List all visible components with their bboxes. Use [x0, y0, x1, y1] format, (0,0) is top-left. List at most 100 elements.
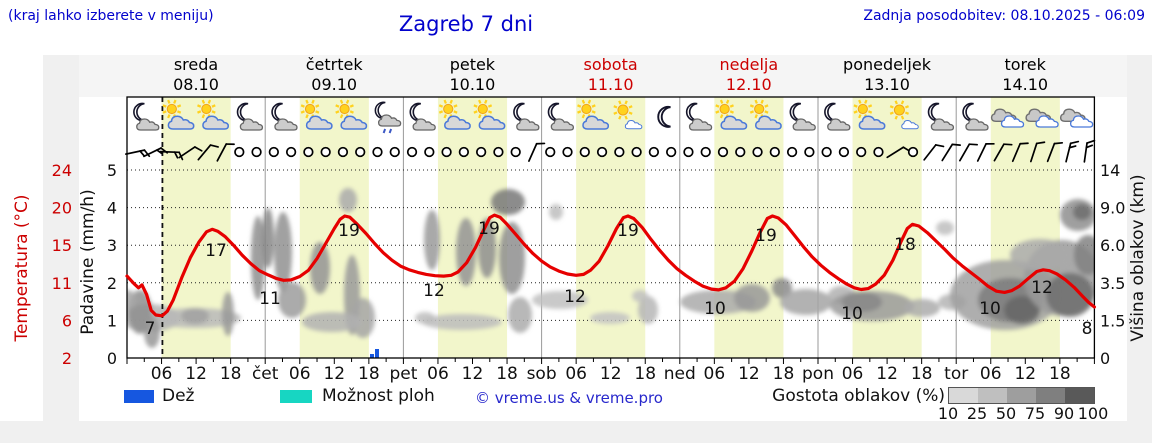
- rain-legend-swatch: [124, 390, 154, 403]
- hour-label: 12: [323, 364, 345, 384]
- cloud-density-gradient: 10 25 50 75 90 100: [938, 387, 1108, 423]
- day-name: sobota: [583, 55, 638, 74]
- rain-bar: [370, 354, 374, 358]
- temp-tick-label: 20: [52, 199, 72, 218]
- precip-tick-label: 2: [107, 274, 117, 293]
- wind-calm-icon: [700, 146, 711, 158]
- cloud-blob: [590, 312, 630, 324]
- cloud-blob: [181, 308, 209, 324]
- hour-label: 06: [842, 364, 864, 384]
- weather-icon-sun-cloud: [473, 99, 506, 130]
- density-tick-label: 75: [1024, 404, 1046, 423]
- cloud-blob: [632, 290, 648, 302]
- daylight-band: [714, 97, 784, 358]
- density-gradient-segment: [949, 388, 978, 403]
- precip-tick-label: 4: [107, 199, 117, 218]
- wind-barb-icon: [993, 143, 1013, 162]
- temp-value-label: 7: [145, 319, 156, 339]
- cloud-tick-label: 9.0: [1100, 199, 1125, 218]
- rain-legend-label: Dež: [162, 386, 195, 406]
- cloud-density-label: Gostota oblakov (%): [772, 386, 945, 406]
- cloud-tick-label: 3.5: [1100, 274, 1125, 293]
- wind-calm-icon: [389, 146, 400, 158]
- temperature-curve: [125, 213, 1097, 318]
- wind-calm-icon: [873, 146, 884, 158]
- weather-icon-moon-cloud: [271, 102, 298, 131]
- cloud-blob: [274, 212, 292, 292]
- day-name: petek: [449, 55, 496, 74]
- temp-tick-label: 2: [62, 349, 72, 368]
- day-name: četrtek: [305, 55, 363, 74]
- wind-calm-icon: [596, 146, 608, 158]
- hour-label: 12: [462, 364, 484, 384]
- cloud-layer: [127, 188, 1095, 348]
- cloud-blob: [144, 316, 160, 348]
- day-date: 10.10: [449, 75, 496, 94]
- weather-icon-moon-cloud: [824, 102, 851, 131]
- weather-icon-clouds: [1059, 108, 1094, 128]
- wind-barb-icon: [216, 143, 235, 162]
- cloud-blob: [339, 188, 357, 212]
- weather-icon-moon-cloud: [962, 102, 989, 131]
- day-name: sreda: [173, 55, 219, 74]
- weather-icon-moon-cloud: [236, 102, 264, 131]
- temp-value-label: 12: [423, 281, 445, 301]
- hour-label: 18: [911, 364, 933, 384]
- cloud-blob: [222, 292, 234, 336]
- wind-calm-icon: [648, 146, 660, 158]
- wind-calm-icon: [666, 146, 677, 158]
- day-name: ponedeljek: [843, 55, 931, 74]
- temp-value-label: 10: [979, 299, 1001, 319]
- cloud-blob: [1046, 273, 1094, 317]
- wind-calm-icon: [234, 146, 245, 158]
- cloud-blob: [278, 282, 306, 318]
- hour-label: 12: [600, 364, 622, 384]
- day-date: 09.10: [311, 75, 358, 94]
- day-date: 11.10: [587, 75, 634, 94]
- wind-barb-icon: [528, 142, 546, 162]
- temp-value-label: 12: [1031, 278, 1053, 298]
- weather-icon-clouds: [990, 108, 1025, 128]
- cloud-blob: [424, 210, 440, 270]
- wind-barb-icon: [125, 149, 151, 158]
- cloud-blob: [351, 298, 375, 338]
- wind-calm-icon: [683, 146, 694, 158]
- temp-tick-label: 24: [52, 161, 72, 180]
- weather-icon-moon-cloud: [513, 102, 540, 131]
- cloud-blob: [549, 204, 563, 220]
- density-tick-label: 10: [937, 404, 959, 423]
- wind-calm-icon: [285, 146, 297, 158]
- wind-calm-icon: [458, 146, 470, 158]
- cloud-blob: [842, 292, 882, 312]
- wind-calm-icon: [838, 146, 850, 158]
- hour-label: 18: [1049, 364, 1071, 384]
- wind-calm-icon: [510, 146, 521, 158]
- location-hint: (kraj lahko izberete v meniju): [8, 8, 214, 24]
- temp-value-label: 10: [704, 299, 726, 319]
- wind-barb-icon: [178, 146, 203, 159]
- weather-icon-sun-small-cloud: [889, 100, 919, 130]
- cloud-blob: [415, 312, 435, 324]
- weather-icon-sun-cloud: [749, 99, 782, 130]
- wind-calm-icon: [804, 146, 815, 158]
- wind-calm-icon: [424, 146, 435, 158]
- hour-label: 12: [876, 364, 898, 384]
- day-abbrev-label: pet: [389, 364, 417, 384]
- cloud-blob: [904, 299, 940, 317]
- wind-calm-icon: [717, 146, 729, 158]
- rain-bar: [375, 349, 379, 358]
- temp-value-label: 12: [564, 287, 586, 307]
- cloud-blob: [508, 297, 532, 333]
- bottom-margin-strip: [0, 421, 1152, 443]
- wind-barb-icon: [1046, 141, 1064, 163]
- wind-barb-icon: [941, 143, 961, 162]
- cloud-blob: [262, 208, 274, 268]
- cloud-blob: [491, 189, 525, 215]
- day-abbrev-label: tor: [944, 364, 968, 384]
- wind-calm-icon: [856, 146, 867, 158]
- density-gradient-segment: [1007, 388, 1036, 403]
- cloud-blob: [780, 289, 832, 315]
- page-title: Zagreb 7 dni: [398, 12, 534, 36]
- cloud-blob: [638, 296, 658, 324]
